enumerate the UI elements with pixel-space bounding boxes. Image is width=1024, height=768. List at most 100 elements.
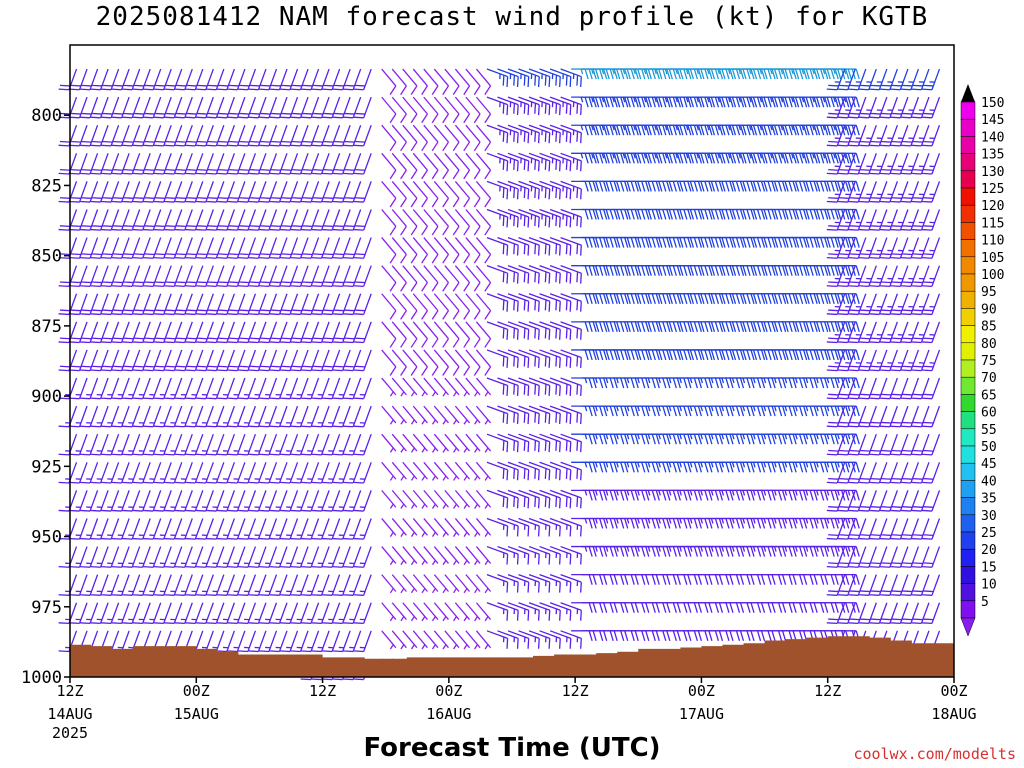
wind-barb-staff [433,180,449,199]
wind-barb-feather [323,253,334,256]
wind-barb-feather [247,257,259,259]
wind-barb-half-feather [474,531,479,537]
wind-barb-feather [647,153,652,164]
wind-barb-feather [544,299,547,311]
wind-barb-feather [834,237,839,248]
wind-barb-feather [662,68,667,80]
wind-barb-staff [381,321,397,340]
wind-barb-feather [175,197,187,199]
wind-barb-half-feather [784,405,788,412]
wind-barb-feather [111,200,122,203]
wind-barb-half-feather [637,434,640,440]
wind-barb-feather [792,518,797,529]
wind-barb-feather [80,112,92,115]
wind-barb-half-feather [637,405,640,412]
wind-barb-feather [739,237,745,248]
wind-barb-feather [592,125,597,136]
wind-barb-half-feather [421,447,426,453]
wind-barb-half-feather [696,153,700,159]
wind-barb-feather [410,338,418,348]
wind-barb-feather [516,76,519,88]
wind-barb-feather [792,153,797,164]
wind-barb-feather [58,650,70,653]
wind-barb-feather [580,582,582,593]
wind-barb-feather [792,181,797,192]
wind-barb-feather [641,434,646,445]
wind-barb-feather [689,68,695,80]
wind-barb-feather [784,125,789,136]
wind-barb-half-feather [763,377,767,384]
wind-barb-feather [637,349,642,361]
wind-barb-feather [258,313,269,316]
wind-barb-staff [391,96,407,115]
wind-barb-feather [247,369,259,372]
wind-barb-half-feather [717,125,721,131]
wind-barb-feather [834,293,839,304]
wind-barb-staff [444,209,460,227]
wind-barb-feather [90,285,101,287]
wind-barb-feather [290,650,301,653]
wind-barb-feather [290,397,301,400]
wind-barb-feather [634,181,639,192]
wind-barb-feather [569,610,572,621]
wind-barb-feather [323,84,334,87]
wind-barb-feather [683,293,688,304]
wind-barb-feather [537,497,540,509]
wind-barb-feather [824,574,829,585]
wind-barb-feather [592,321,597,333]
wind-barb-half-feather [742,462,746,468]
wind-barb-feather [247,397,259,400]
wind-barb-feather [580,497,582,509]
wind-barb-half-feather [738,96,742,103]
wind-barb-feather [763,181,768,192]
wind-barb-feather [647,237,652,248]
wind-barb-feather [613,462,618,473]
wind-barb-feather [687,153,692,164]
wind-barb-feather [729,462,734,473]
wind-barb-feather [624,265,629,276]
wind-barb-feather [258,622,269,625]
wind-barb-feather [820,405,825,417]
wind-barb-feather [555,496,558,507]
wind-barb-feather [714,377,720,389]
wind-barb-staff [391,124,407,143]
wind-barb-feather [184,228,196,231]
wind-barb-feather [228,281,239,284]
wind-barb-feather [216,453,227,456]
wind-barb-feather [700,237,705,248]
wind-barb-feather [102,309,113,312]
wind-barb-feather [353,622,364,625]
wind-barb-staff [465,180,481,199]
wind-barb-feather [763,349,768,361]
wind-barb-feather [735,321,741,333]
wind-barb-feather [216,285,227,287]
wind-barb-feather [410,141,418,152]
wind-barb-feather [710,181,716,192]
wind-barb-feather [584,68,589,80]
wind-barb-feather [634,321,639,333]
wind-barb-half-feather [400,391,405,397]
wind-barb-feather [269,509,280,512]
wind-barb-feather [421,141,428,152]
wind-barb-feather [718,293,724,304]
wind-barb-feather [165,253,176,256]
wind-barb-feather [816,68,821,80]
wind-barb-feather [523,384,526,395]
wind-barb-half-feather [812,68,815,75]
wind-barb-feather [760,68,766,80]
wind-barb-staff [465,349,481,368]
wind-barb-feather [269,313,280,316]
wind-barb-half-feather [410,503,415,509]
wind-barb-feather [565,468,568,479]
wind-barb-feather [771,518,776,529]
wind-barb-feather [205,116,217,119]
wind-barb-feather [658,293,663,304]
wind-barb-feather [767,602,772,613]
wind-barb-feather [163,88,175,91]
wind-barb-feather [802,490,808,501]
wind-barb-feather [672,602,677,613]
wind-barb-feather [184,341,196,344]
wind-barb-feather [662,125,667,136]
wind-barb-feather [123,281,134,284]
wind-barb-feather [641,630,646,642]
